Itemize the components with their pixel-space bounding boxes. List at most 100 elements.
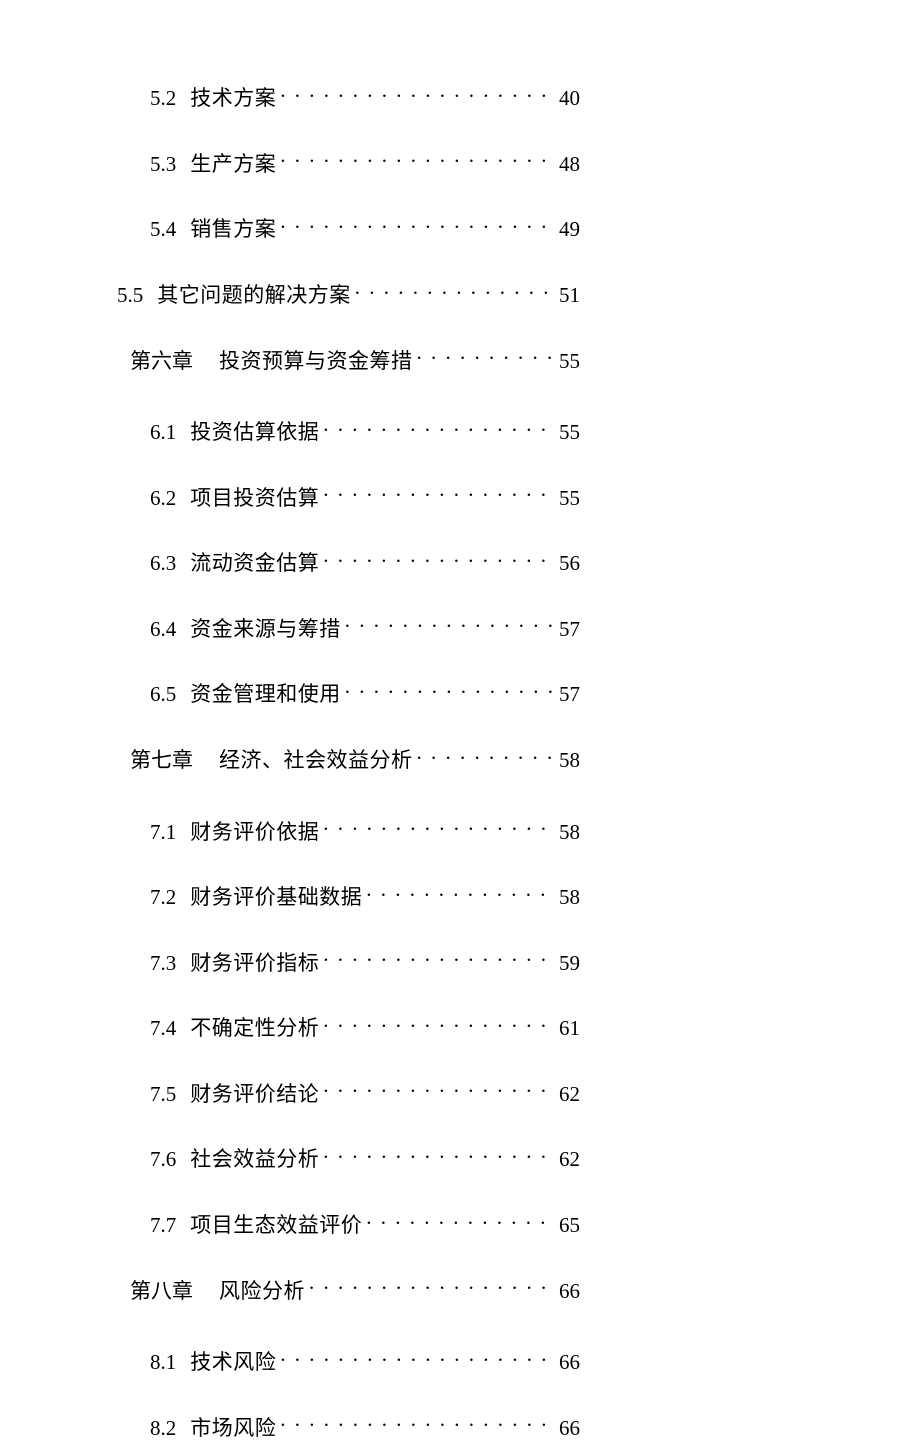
toc-leader-dots	[280, 211, 553, 236]
toc-leader-dots	[323, 813, 553, 838]
toc-entry-page: 62	[557, 1145, 580, 1174]
toc-entry-number: 8.1	[150, 1348, 176, 1377]
toc-leader-dots	[355, 277, 553, 302]
toc-entry-number: 6.3	[150, 549, 176, 578]
table-of-contents: 5.2 技术方案 40 5.3 生产方案 48 5.4 销售方案 49 5.5 …	[0, 80, 920, 1443]
toc-entry-page: 58	[557, 883, 580, 912]
toc-leader-dots	[417, 742, 554, 767]
toc-entry-title: 市场风险	[190, 1414, 276, 1443]
toc-entry: 6.1 投资估算依据 55	[0, 414, 920, 448]
toc-entry: 7.4 不确定性分析 61	[0, 1010, 920, 1044]
toc-entry-number: 6.1	[150, 418, 176, 447]
toc-entry-page: 65	[557, 1211, 580, 1240]
toc-entry-title: 社会效益分析	[190, 1145, 319, 1174]
toc-leader-dots	[323, 1010, 553, 1035]
toc-entry-page: 55	[557, 484, 580, 513]
toc-entry-page: 59	[557, 949, 580, 978]
toc-entry: 5.3 生产方案 48	[0, 146, 920, 180]
toc-entry-title: 资金管理和使用	[190, 680, 341, 709]
toc-entry: 6.4 资金来源与筹措 57	[0, 611, 920, 645]
toc-entry-number: 7.7	[150, 1211, 176, 1240]
toc-leader-dots	[309, 1272, 553, 1297]
toc-entry-title: 其它问题的解决方案	[157, 281, 351, 310]
toc-leader-dots	[366, 1207, 553, 1232]
toc-entry-page: 61	[557, 1014, 580, 1043]
toc-entry-number: 5.2	[150, 84, 176, 113]
toc-entry-title: 投资估算依据	[190, 418, 319, 447]
toc-entry-title: 生产方案	[190, 150, 276, 179]
toc-entry-number: 5.3	[150, 150, 176, 179]
toc-entry: 7.1 财务评价依据 58	[0, 813, 920, 847]
toc-entry-number: 8.2	[150, 1414, 176, 1443]
toc-leader-dots	[280, 146, 553, 171]
toc-entry: 6.3 流动资金估算 56	[0, 545, 920, 579]
toc-entry-number: 5.4	[150, 215, 176, 244]
toc-entry: 7.7 项目生态效益评价 65	[0, 1207, 920, 1241]
toc-leader-dots	[345, 676, 553, 701]
toc-chapter: 第七章 经济、社会效益分析 58	[0, 742, 920, 776]
toc-entry-number: 6.2	[150, 484, 176, 513]
toc-entry-title: 技术方案	[190, 84, 276, 113]
toc-leader-dots	[323, 414, 553, 439]
toc-entry: 7.5 财务评价结论 62	[0, 1076, 920, 1110]
toc-chapter: 第六章 投资预算与资金筹措 55	[0, 342, 920, 376]
toc-chapter: 第八章 风险分析 66	[0, 1272, 920, 1306]
toc-chapter-label: 第六章	[130, 347, 193, 376]
toc-entry-page: 40	[557, 84, 580, 113]
toc-entry-number: 7.5	[150, 1080, 176, 1109]
toc-chapter-page: 66	[557, 1277, 580, 1306]
toc-leader-dots	[323, 945, 553, 970]
toc-entry-page: 56	[557, 549, 580, 578]
toc-entry-number: 7.1	[150, 818, 176, 847]
toc-entry-title: 销售方案	[190, 215, 276, 244]
toc-entry-number: 7.6	[150, 1145, 176, 1174]
toc-chapter-title: 经济、社会效益分析	[219, 746, 413, 775]
toc-entry-title: 财务评价基础数据	[190, 883, 362, 912]
toc-entry-page: 51	[557, 281, 580, 310]
toc-entry-number: 7.3	[150, 949, 176, 978]
toc-entry-number: 7.2	[150, 883, 176, 912]
toc-entry-number: 5.5	[117, 281, 143, 310]
toc-entry-title: 财务评价依据	[190, 818, 319, 847]
toc-entry-title: 流动资金估算	[190, 549, 319, 578]
toc-chapter-page: 58	[557, 746, 580, 775]
toc-leader-dots	[280, 1410, 553, 1435]
toc-leader-dots	[323, 479, 553, 504]
toc-entry: 6.5 资金管理和使用 57	[0, 676, 920, 710]
toc-entry-page: 58	[557, 818, 580, 847]
toc-entry-title: 项目投资估算	[190, 484, 319, 513]
toc-entry: 8.1 技术风险 66	[0, 1344, 920, 1378]
toc-leader-dots	[323, 1141, 553, 1166]
toc-chapter-label: 第七章	[130, 746, 193, 775]
toc-entry-page: 57	[557, 615, 580, 644]
toc-entry-page: 55	[557, 418, 580, 447]
toc-entry-title: 技术风险	[190, 1348, 276, 1377]
toc-entry-page: 66	[557, 1348, 580, 1377]
toc-entry-number: 6.5	[150, 680, 176, 709]
toc-leader-dots	[345, 611, 553, 636]
toc-entry-page: 57	[557, 680, 580, 709]
toc-entry-page: 62	[557, 1080, 580, 1109]
toc-entry-page: 49	[557, 215, 580, 244]
toc-leader-dots	[323, 1076, 553, 1101]
toc-entry: 8.2 市场风险 66	[0, 1410, 920, 1443]
toc-entry-page: 48	[557, 150, 580, 179]
toc-leader-dots	[323, 545, 553, 570]
toc-entry-title: 资金来源与筹措	[190, 615, 341, 644]
toc-entry-title: 财务评价结论	[190, 1080, 319, 1109]
toc-entry: 5.5 其它问题的解决方案 51	[0, 277, 920, 311]
toc-chapter-title: 风险分析	[219, 1277, 305, 1306]
toc-entry-page: 66	[557, 1414, 580, 1443]
toc-entry: 5.2 技术方案 40	[0, 80, 920, 114]
toc-chapter-label: 第八章	[130, 1277, 193, 1306]
toc-leader-dots	[417, 342, 554, 367]
toc-entry-number: 6.4	[150, 615, 176, 644]
toc-entry-title: 项目生态效益评价	[190, 1211, 362, 1240]
toc-leader-dots	[366, 879, 553, 904]
toc-chapter-page: 55	[557, 347, 580, 376]
toc-entry-title: 财务评价指标	[190, 949, 319, 978]
toc-entry: 7.6 社会效益分析 62	[0, 1141, 920, 1175]
toc-leader-dots	[280, 80, 553, 105]
toc-entry-title: 不确定性分析	[190, 1014, 319, 1043]
toc-entry: 7.2 财务评价基础数据 58	[0, 879, 920, 913]
